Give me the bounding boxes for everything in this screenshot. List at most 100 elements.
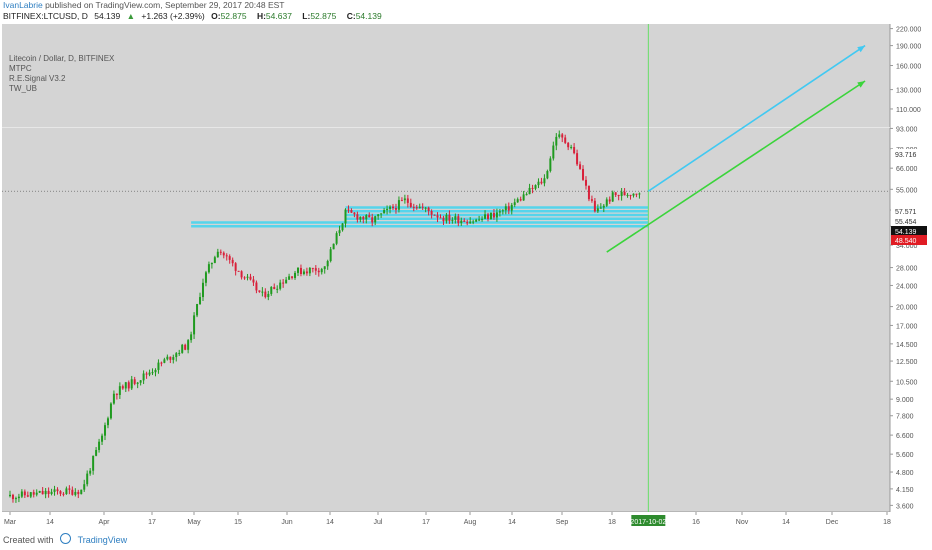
tradingview-brand[interactable]: TradingView — [77, 535, 128, 545]
candle — [139, 379, 142, 386]
candle-body — [210, 262, 213, 265]
candle — [602, 204, 605, 213]
candle — [489, 212, 492, 220]
candle — [543, 174, 546, 187]
candle — [433, 214, 436, 216]
candle-body — [347, 209, 350, 211]
legend-indicator[interactable]: MTPC — [9, 64, 32, 73]
candle-body — [332, 243, 335, 250]
candle — [460, 217, 463, 226]
candle — [463, 218, 466, 223]
x-tick-label: Jul — [374, 519, 383, 526]
candle-body — [175, 353, 178, 358]
candle-body — [285, 279, 288, 284]
footer: Created with TradingView — [3, 533, 127, 545]
candle-body — [240, 271, 243, 278]
candle-body — [127, 382, 130, 389]
candle-body — [602, 205, 605, 208]
candle-body — [498, 211, 501, 213]
candle-body — [282, 282, 285, 284]
candle — [104, 422, 107, 441]
candle — [210, 262, 213, 269]
candle — [635, 193, 638, 198]
y-tick-label: 190.000 — [896, 44, 921, 51]
candle-body — [478, 219, 481, 221]
candle — [71, 486, 74, 496]
x-tick-label: May — [187, 519, 201, 526]
candle-body — [299, 267, 302, 274]
candle-body — [617, 194, 620, 196]
candle — [92, 455, 95, 475]
candle-body — [255, 282, 258, 291]
y-tick-label: 160.000 — [896, 64, 921, 71]
projection-line — [647, 44, 866, 192]
candle — [308, 267, 311, 277]
candle — [285, 276, 288, 284]
candle-body — [311, 267, 314, 269]
candle-body — [528, 187, 531, 195]
candle-body — [531, 187, 534, 189]
candle — [231, 257, 234, 267]
legend-indicator[interactable]: TW_UB — [9, 84, 37, 93]
candle — [320, 267, 323, 275]
candle — [519, 196, 522, 202]
candle — [469, 217, 472, 224]
candle — [299, 264, 302, 277]
candle — [222, 251, 225, 259]
candle-body — [383, 210, 386, 214]
candle-body — [68, 488, 71, 490]
candle-body — [573, 146, 576, 154]
candle-body — [106, 418, 109, 426]
candle — [599, 203, 602, 209]
candle — [531, 184, 534, 194]
candle-body — [109, 403, 112, 419]
candle-body — [472, 221, 475, 223]
candle — [487, 212, 490, 222]
symbol-label[interactable]: BITFINEX:LTCUSD, D — [3, 11, 88, 21]
candle-body — [341, 223, 344, 231]
candle-body — [291, 276, 294, 278]
candle-body — [53, 489, 56, 492]
candle — [341, 222, 344, 232]
candle-body — [145, 373, 148, 375]
candle — [151, 368, 154, 376]
candle — [38, 490, 41, 493]
candle — [564, 134, 567, 145]
candle-body — [124, 382, 127, 389]
candle — [255, 280, 258, 294]
candle — [558, 130, 561, 139]
candle — [175, 352, 178, 362]
candle-body — [302, 271, 305, 274]
x-tick-label: 14 — [782, 519, 790, 526]
candle — [163, 357, 166, 364]
candle-body — [487, 214, 490, 219]
candle — [584, 176, 587, 190]
candle-body — [148, 372, 151, 375]
candle — [178, 349, 181, 356]
candle-body — [204, 272, 207, 283]
date-highlight-label: 2017-10-02 — [630, 519, 666, 526]
candle — [608, 196, 611, 204]
candle — [199, 292, 202, 305]
price-chart[interactable]: 3.600 4.150 4.800 5.600 6.600 7.800 9.000 10.50… — [2, 24, 928, 529]
candle — [368, 212, 371, 218]
candle — [219, 249, 222, 256]
candle — [409, 198, 412, 208]
chart-area[interactable]: 3.600 4.150 4.800 5.600 6.600 7.800 9.000 10.50… — [2, 24, 928, 529]
candle — [44, 488, 47, 499]
candle — [484, 210, 487, 220]
candle-body — [510, 204, 513, 211]
candle-body — [596, 208, 599, 212]
candle-body — [442, 217, 445, 222]
candle-body — [561, 134, 564, 138]
candle — [145, 371, 148, 379]
legend-indicator[interactable]: R.E.Signal V3.2 — [9, 74, 66, 83]
candle-body — [136, 382, 139, 384]
candle — [350, 208, 353, 214]
candle — [421, 203, 424, 210]
author-link[interactable]: IvanLabrie — [3, 0, 43, 10]
candle — [472, 219, 475, 225]
candle-body — [133, 379, 136, 384]
candle-body — [317, 270, 320, 273]
candle — [234, 262, 237, 276]
